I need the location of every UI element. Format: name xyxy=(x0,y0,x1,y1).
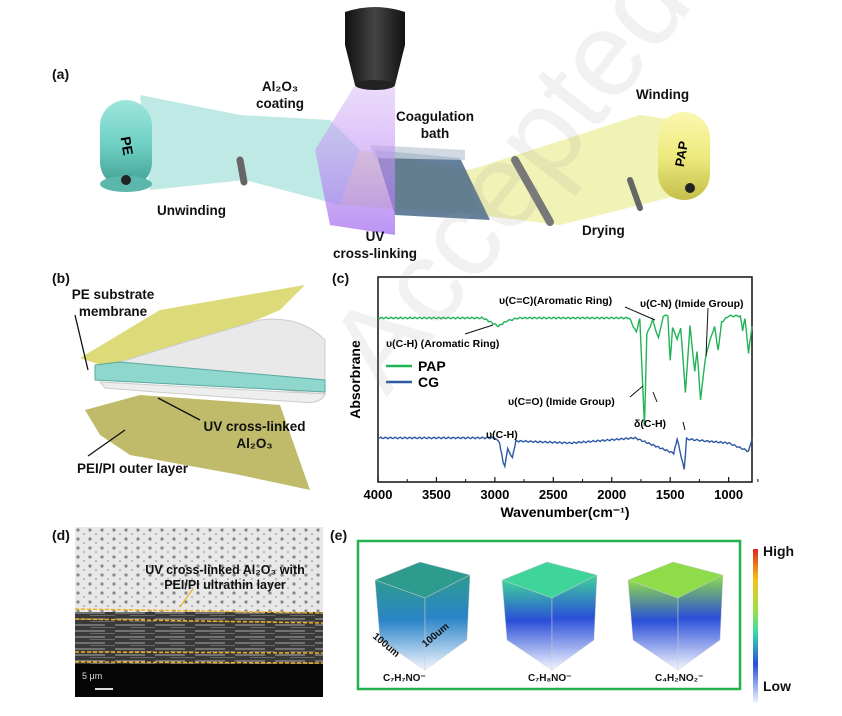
x-tick-label: 3500 xyxy=(422,487,451,502)
series-line-pap xyxy=(377,314,753,426)
annotation-arrow xyxy=(652,391,658,403)
annotation-label: υ(C-H) (Aromatic Ring) xyxy=(386,338,499,350)
x-tick-label: 2000 xyxy=(597,487,626,502)
sem-cross-section-image xyxy=(75,527,323,697)
tof-sims-3d-maps xyxy=(356,539,758,703)
x-tick-label: 2500 xyxy=(539,487,568,502)
cube-formula-3: C₄H₂NO₂⁻ xyxy=(655,673,704,684)
cube-formula-2: C₇H₈NO⁻ xyxy=(528,673,572,684)
x-tick-label: 1000 xyxy=(714,487,743,502)
sem-caption-line2: PEI/PI ultrathin layer xyxy=(164,578,286,592)
annotation-arrow xyxy=(682,421,686,431)
colorbar-high-label: High xyxy=(763,543,795,559)
pap-roller xyxy=(658,112,710,200)
annotation-label: υ(C=O) (Imide Group) xyxy=(508,396,615,408)
annotation-label: υ(C-H) xyxy=(486,429,518,441)
outer-layer-label: PEI/PI outer layer xyxy=(77,461,189,476)
uv-al2o3-label: UV cross-linked Al₂O₃ xyxy=(192,418,317,452)
x-tick-label: 1500 xyxy=(656,487,685,502)
series-line-cg xyxy=(377,436,753,470)
cube-formula-1: C₇H₇NO⁻ xyxy=(383,673,426,684)
layer-boundaries xyxy=(75,608,323,664)
coating-line1: Al₂O₃ xyxy=(261,79,299,94)
pe-roller-label: PE xyxy=(117,135,136,156)
legend-label-cg: CG xyxy=(418,374,439,390)
winding-label: Winding xyxy=(636,87,690,102)
cube-2 xyxy=(501,561,598,671)
plot-frame xyxy=(377,276,753,483)
annotation-arrow xyxy=(629,385,644,398)
cube-1 xyxy=(374,561,471,671)
roll-to-roll-process-illustration: PE PAP xyxy=(100,7,710,235)
x-axis-label: Wavenumber(cm⁻¹) xyxy=(500,504,629,520)
uv-beam xyxy=(315,85,395,235)
uv-line2: cross-linking xyxy=(332,246,418,261)
coag-line1: Coagulation xyxy=(396,109,474,124)
panel-c-label: (c) xyxy=(332,270,350,286)
annotation-arrow xyxy=(624,306,656,321)
uv-cross-linking-label: UV cross-linking xyxy=(325,228,425,262)
annotation-label: δ(C-H) xyxy=(634,418,666,430)
panel-b-label: (b) xyxy=(52,270,70,286)
legend-label-pap: PAP xyxy=(418,358,446,374)
cube-3 xyxy=(627,561,724,671)
pe-roller xyxy=(100,100,152,192)
frame xyxy=(356,539,742,691)
pe-substrate-label: PE substrate membrane xyxy=(63,286,163,320)
coag-line2: bath xyxy=(420,126,450,141)
bottom-outer-layer xyxy=(85,395,310,490)
pe-substrate xyxy=(94,361,326,393)
colorbar xyxy=(753,549,758,703)
x-tick-label: 4000 xyxy=(364,487,393,502)
ftir-chart: 4000 3500 3000 2500 2000 1500 1000 Wavenumber(c… xyxy=(347,276,759,520)
scale-bar-label: 5 μm xyxy=(82,671,103,681)
annotation-label: υ(C=C)(Aromatic Ring) xyxy=(499,295,612,307)
pe-line1: PE substrate xyxy=(71,287,155,302)
drying-label: Drying xyxy=(582,223,625,238)
annotation-arrow xyxy=(705,307,709,357)
uv-al2o3-line1: UV cross-linked xyxy=(203,419,306,434)
pap-roller-label: PAP xyxy=(672,140,691,168)
cube-right-face xyxy=(424,574,471,671)
panel-e-label: (e) xyxy=(330,527,348,543)
annotation-label: υ(C-N) (Imide Group) xyxy=(640,298,744,310)
membrane-structure-illustration xyxy=(74,285,326,490)
annotation-arrow xyxy=(464,324,494,335)
coating-line2: coating xyxy=(255,96,304,111)
sem-caption: UV cross-linked Al₂O₃ with PEI/PI ultrat… xyxy=(130,563,320,593)
al2o3-coating-label: Al₂O₃ coating xyxy=(250,78,310,112)
panel-d-label: (d) xyxy=(52,527,70,543)
y-axis-label: Absorbrane xyxy=(347,340,363,419)
panel-a-label: (a) xyxy=(52,66,70,82)
uv-line1: UV xyxy=(365,229,385,244)
unwinding-label: Unwinding xyxy=(157,203,226,218)
cube-right-face xyxy=(677,574,724,671)
bottom-al2o3-coating xyxy=(98,381,326,404)
sem-caption-line1: UV cross-linked Al₂O₃ with xyxy=(145,563,305,577)
coagulation-bath xyxy=(375,150,490,220)
pe-film xyxy=(140,95,360,205)
colorbar-low-label: Low xyxy=(763,678,791,694)
cube-right-face xyxy=(551,574,598,671)
uv-al2o3-line2: Al₂O₃ xyxy=(236,436,273,451)
x-tick-label: 3000 xyxy=(480,487,509,502)
top-outer-layer xyxy=(80,285,305,368)
pe-line2: membrane xyxy=(78,304,148,319)
coagulation-bath-label: Coagulation bath xyxy=(385,108,485,142)
uv-lamp xyxy=(345,7,405,89)
caption-arrow xyxy=(179,588,194,608)
